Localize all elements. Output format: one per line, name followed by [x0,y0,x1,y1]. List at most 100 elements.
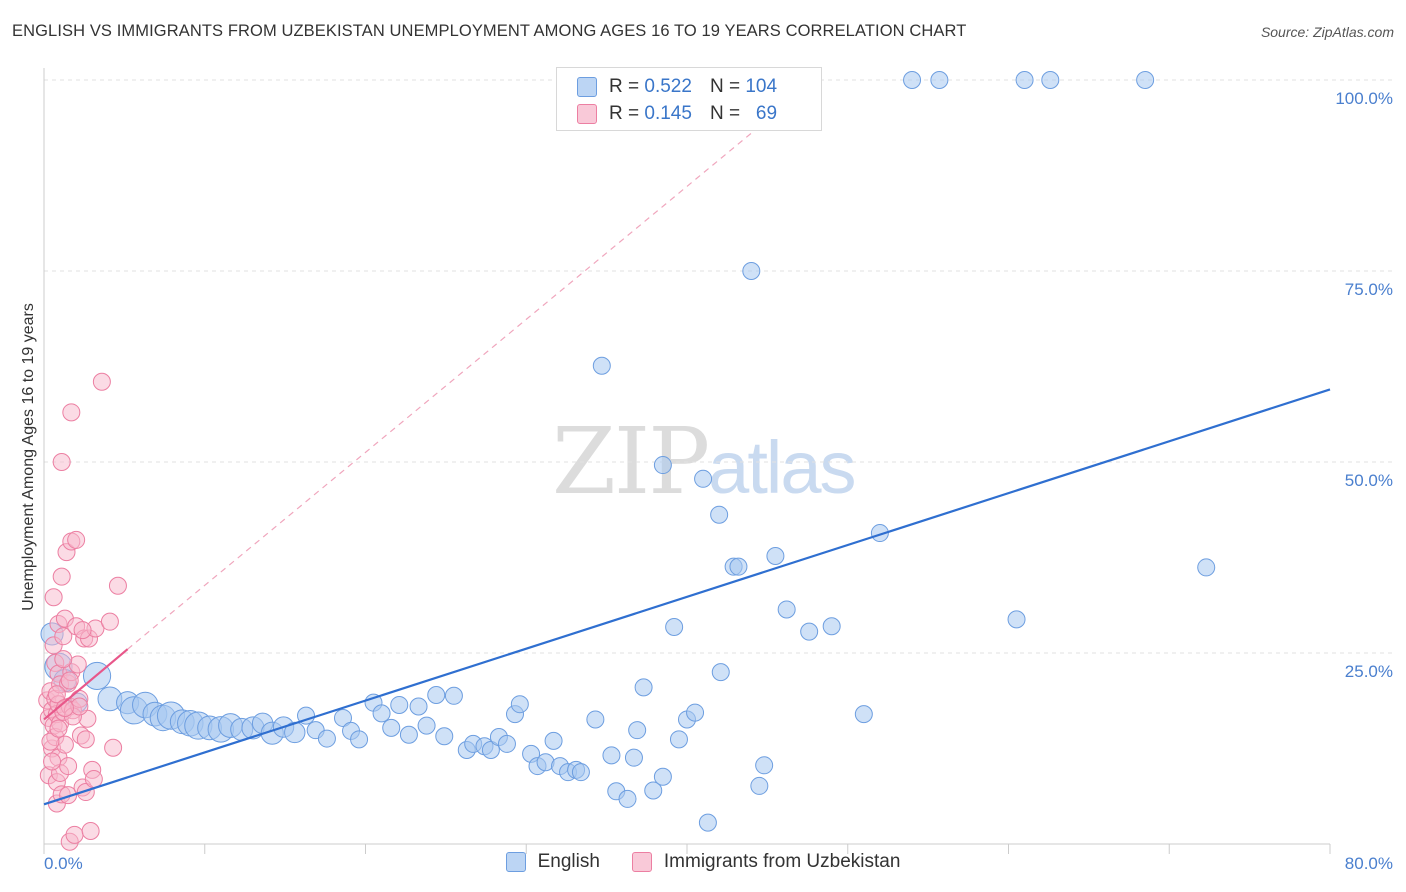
english-point [698,813,717,832]
uzbekistan-point [108,576,127,595]
watermark-atlas: atlas [708,426,856,509]
uzbekistan-point [81,822,100,841]
y-tick-label: 75.0% [1345,280,1393,299]
uzbekistan-point [47,685,66,704]
uzbekistan-point [92,372,111,391]
legend-row-uzbekistan: R = 0.145 N = 69 [577,102,777,126]
english-point [1007,610,1026,629]
english-point [822,617,841,636]
english-point [669,730,688,749]
english-point [653,456,672,475]
y-tick-label: 100.0% [1335,89,1393,108]
english-point [382,718,401,737]
y-tick-label: 50.0% [1345,471,1393,490]
english-point [586,710,605,729]
y-axis-label: Unemployment Among Ages 16 to 19 years [20,303,37,611]
english-point [665,618,684,637]
english-point [481,741,500,760]
uzbekistan-point [73,621,92,640]
english-point [372,704,391,723]
english-point [870,524,889,543]
english-point [544,731,563,750]
english-point [750,776,769,795]
legend-r-label: R = [609,103,640,124]
english-point [624,748,643,767]
english-point [742,262,761,280]
uzbekistan-point [65,825,84,844]
english-point [1041,71,1060,89]
english-point [427,686,446,705]
english-point [628,721,647,740]
english-point [903,71,922,89]
english-point [571,763,590,782]
english-point [930,71,949,89]
uzbekistan-point [54,650,73,669]
uzbekistan-point [59,757,78,776]
uzbekistan-trend-extension [127,79,816,650]
series-legend-label-english: English [537,851,600,872]
english-point [399,725,418,744]
uzbekistan-point [54,627,73,646]
y-tick-label: 25.0% [1345,662,1393,681]
legend-swatch-uzbekistan [577,104,597,124]
english-point [333,708,352,727]
english-point [417,716,436,735]
english-point [1015,71,1034,89]
english-point [686,703,705,722]
x-tick-label: 0.0% [44,854,83,873]
source-label: Source: ZipAtlas.com [1260,24,1394,40]
english-point [766,546,785,565]
english-point [644,781,663,800]
uzbekistan-point [76,783,95,802]
uzbekistan-point [100,612,119,631]
series-legend-swatch-english [505,852,526,872]
legend-r-label: R = [609,76,640,97]
english-point [409,697,428,716]
watermark: ZIPatlas [552,408,856,515]
uzbekistan-point [59,786,78,805]
english-point [390,695,409,714]
english-point [297,706,316,725]
uzbekistan-point [76,730,95,749]
english-point [711,663,730,682]
english-point [602,746,621,765]
english-point [710,505,729,524]
english-point [653,767,672,786]
series-legend-uzbekistan: Immigrants from Uzbekistan [631,851,901,873]
english-point [510,695,529,714]
series-legend-swatch-uzbekistan [631,852,652,872]
series-legend: English Immigrants from Uzbekistan [0,851,1406,873]
uzbekistan-point [49,719,68,738]
english-point [592,356,611,375]
english-point [497,734,516,753]
english-trend-line [43,388,1331,806]
english-point [1136,71,1155,89]
english-point [777,600,796,619]
chart-title: ENGLISH VS IMMIGRANTS FROM UZBEKISTAN UN… [12,22,967,40]
english-point [350,730,369,749]
uzbekistan-point [67,530,86,549]
english-point [634,678,653,697]
english-point [729,557,748,576]
english-point [435,727,454,746]
uzbekistan-point [41,732,60,751]
legend-n-value: 104 [745,76,778,97]
english-point [317,729,336,748]
english-point [1197,558,1216,577]
legend-n-label: N = [709,76,741,97]
x-tick-label: 80.0% [1345,854,1393,873]
uzbekistan-point [104,738,123,757]
legend-swatch-english [577,77,597,97]
english-point [854,705,873,724]
legend-n-label: N = [709,103,741,124]
legend-n-value: 69 [755,103,778,124]
series-legend-english: English [505,851,600,873]
uzbekistan-point [52,567,71,586]
series-legend-label-uzbekistan: Immigrants from Uzbekistan [663,851,901,872]
legend-row-english: R = 0.522 N = 104 [577,75,777,99]
english-point [618,789,637,808]
stats-legend: R = 0.522 N = 104 R = 0.145 N = 69 [556,67,822,131]
uzbekistan-trend-line [43,648,129,721]
legend-r-value: 0.145 [644,103,692,124]
